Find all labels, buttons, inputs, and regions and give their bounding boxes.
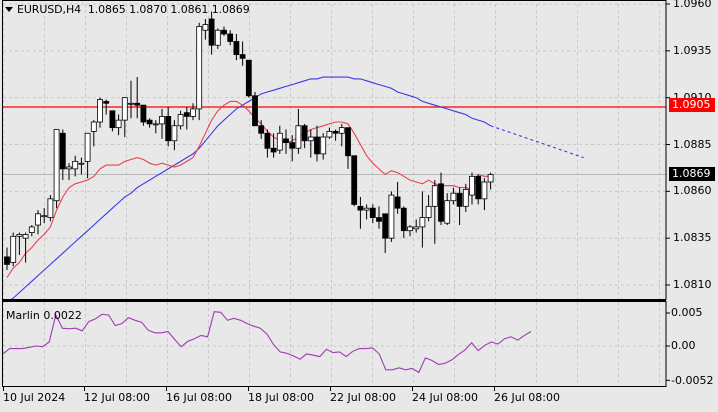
marlin-oscillator-line xyxy=(2,311,532,374)
time-axis-label: 24 Jul 08:00 xyxy=(412,391,478,404)
price-axis-label: 1.0935 xyxy=(673,44,712,57)
price-axis-label: 1.0810 xyxy=(673,278,712,291)
indicator-axis-label: 0.005 xyxy=(671,306,703,319)
slow-moving-average xyxy=(6,76,584,303)
open-price: 1.0865 xyxy=(87,3,126,16)
price-axis-label: 1.0860 xyxy=(673,184,712,197)
time-axis-label: 16 Jul 08:00 xyxy=(166,391,232,404)
low-price: 1.0861 xyxy=(170,3,209,16)
chart-frame xyxy=(2,0,667,387)
time-axis-label: 26 Jul 08:00 xyxy=(494,391,560,404)
price-axis-label: 1.0960 xyxy=(673,0,712,10)
price-axis-label: 1.0885 xyxy=(673,138,712,151)
grid-lines xyxy=(3,3,670,391)
symbol-timeframe: EURUSD,H4 xyxy=(17,3,82,16)
time-axis-label: 12 Jul 08:00 xyxy=(84,391,150,404)
collapse-triangle-icon[interactable] xyxy=(5,6,13,12)
candlesticks xyxy=(4,11,494,271)
time-axis-label: 22 Jul 08:00 xyxy=(330,391,396,404)
symbol-header: EURUSD,H4 1.0865 1.0870 1.0861 1.0869 xyxy=(5,3,250,16)
level-price-badge: 1.0905 xyxy=(669,98,715,112)
current-price-badge: 1.0869 xyxy=(669,167,715,181)
fast-moving-average xyxy=(6,100,491,278)
high-price: 1.0870 xyxy=(129,3,167,16)
close-price: 1.0869 xyxy=(211,3,250,16)
indicator-label: Marlin 0.0022 xyxy=(6,309,82,322)
indicator-axis-label: 0.00 xyxy=(671,339,696,352)
price-axis-label: 1.0835 xyxy=(673,231,712,244)
indicator-axis-label: -0.0052 xyxy=(671,374,714,387)
time-axis-label: 18 Jul 08:00 xyxy=(248,391,314,404)
time-axis-label: 10 Jul 2024 xyxy=(3,391,66,404)
